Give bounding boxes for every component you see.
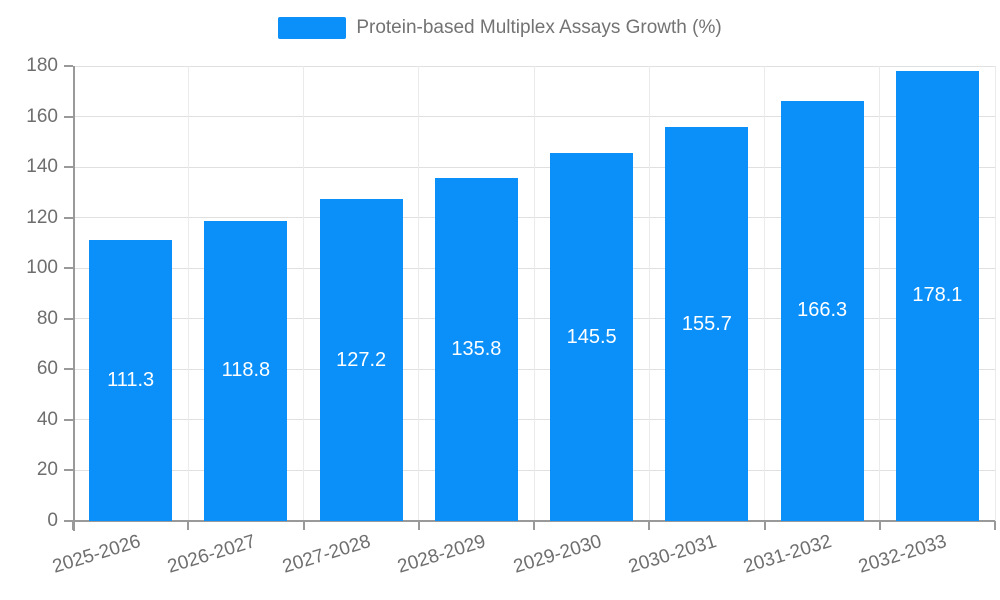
gridline-vertical — [879, 66, 881, 521]
y-axis-label: 100 — [26, 257, 58, 279]
y-axis-tick — [64, 520, 73, 522]
bar-value-label: 155.7 — [681, 312, 732, 335]
y-axis-tick — [64, 368, 73, 371]
bar[interactable]: 178.1 — [895, 70, 979, 521]
y-axis-label: 60 — [36, 358, 58, 380]
bar-value-label: 166.3 — [797, 299, 848, 322]
bar[interactable]: 111.3 — [89, 239, 173, 521]
x-axis-tick — [417, 521, 420, 530]
bar-value-label: 178.1 — [912, 284, 963, 307]
x-axis-tick — [878, 521, 881, 530]
legend-item[interactable]: Protein-based Multiplex Assays Growth (%… — [0, 17, 1000, 39]
y-axis-tick — [64, 267, 73, 270]
legend-label: Protein-based Multiplex Assays Growth (%… — [356, 17, 722, 38]
bar-value-label: 127.2 — [336, 348, 387, 371]
bar[interactable]: 127.2 — [319, 199, 403, 521]
x-axis-label: 2029-2030 — [510, 531, 604, 578]
bar[interactable]: 166.3 — [780, 100, 864, 521]
y-axis-label: 40 — [36, 408, 58, 430]
x-axis-label: 2025-2026 — [49, 531, 143, 578]
x-axis-tick — [187, 521, 190, 530]
gridline-vertical — [533, 66, 535, 521]
bar[interactable]: 118.8 — [204, 220, 288, 521]
y-axis-tick — [64, 166, 73, 169]
y-axis-tick — [64, 65, 73, 67]
gridline-vertical — [764, 66, 765, 521]
x-axis-tick — [763, 521, 766, 530]
y-axis-label: 120 — [26, 206, 58, 228]
y-axis-tick — [64, 317, 73, 320]
x-axis-tick — [533, 521, 535, 530]
bar-value-label: 145.5 — [566, 325, 617, 348]
y-axis-tick — [64, 216, 73, 219]
bar-value-label: 111.3 — [107, 368, 155, 391]
y-axis-label: 80 — [36, 307, 58, 329]
bar-value-label: 135.8 — [451, 337, 502, 360]
bar[interactable]: 145.5 — [550, 153, 634, 521]
x-axis-tick — [994, 521, 996, 530]
gridline-vertical — [187, 66, 189, 521]
y-axis-tick — [64, 418, 73, 421]
y-axis-label: 160 — [26, 105, 58, 127]
y-axis-label: 0 — [47, 510, 58, 531]
x-axis-label: 2030-2031 — [625, 531, 720, 578]
y-axis-label: 20 — [36, 459, 58, 481]
x-axis-line — [73, 520, 995, 522]
bar-value-label: 118.8 — [221, 359, 271, 382]
gridline-vertical — [648, 66, 650, 521]
x-axis-tick — [302, 521, 305, 530]
bar[interactable]: 155.7 — [665, 127, 749, 521]
y-axis-label: 140 — [26, 156, 58, 178]
x-axis-label: 2027-2028 — [280, 531, 374, 578]
bar[interactable]: 135.8 — [434, 177, 518, 521]
y-axis-label: 180 — [26, 55, 58, 76]
x-axis-label: 2028-2029 — [395, 531, 489, 578]
y-axis-tick — [64, 469, 73, 472]
gridline-vertical — [303, 66, 304, 521]
legend-swatch-icon — [278, 17, 347, 39]
gridline-vertical — [994, 66, 996, 521]
x-axis-label: 2026-2027 — [164, 531, 259, 578]
x-axis-label: 2032-2033 — [856, 531, 950, 578]
gridline-vertical — [418, 66, 420, 521]
y-axis-tick — [64, 115, 73, 118]
x-axis-tick — [648, 521, 651, 530]
x-axis-label: 2031-2032 — [741, 531, 835, 578]
y-axis-line — [73, 66, 75, 531]
